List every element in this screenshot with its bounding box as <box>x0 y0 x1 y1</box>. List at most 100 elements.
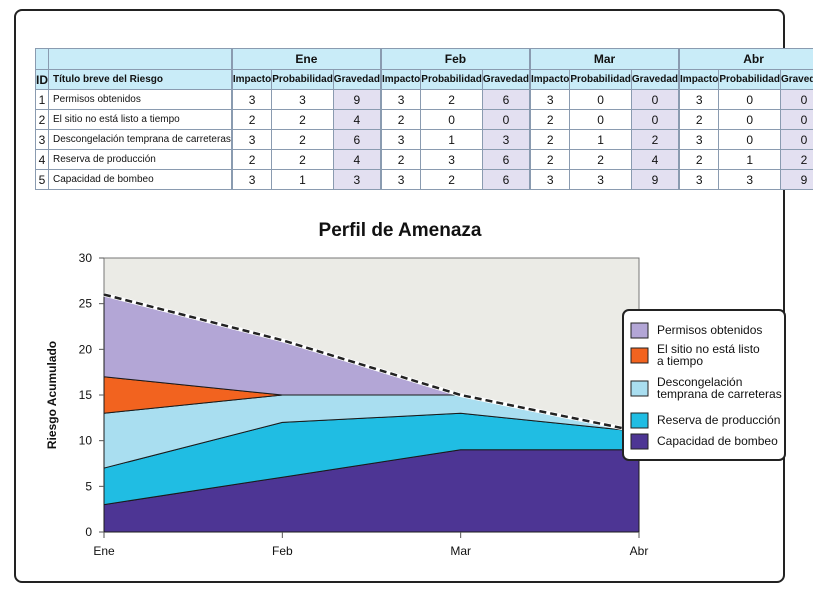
total-risk-line <box>103 293 640 433</box>
probability-cell: 2 <box>420 89 483 110</box>
severity-cell: 3 <box>332 169 382 190</box>
risk-title-cell: El sitio no está listo a tiempo <box>47 109 233 130</box>
impact-cell: 3 <box>379 89 422 110</box>
table-row: 3 Descongelación temprana de carreteras 3 2… <box>35 129 813 150</box>
severity-cell: 0 <box>630 89 680 110</box>
probability-cell: 0 <box>718 109 781 130</box>
legend-swatch <box>630 433 649 450</box>
severity-cell: 2 <box>779 149 813 170</box>
x-tick-label: Feb <box>272 544 293 558</box>
severity-cell: 4 <box>630 149 680 170</box>
severity-header: Gravedad <box>779 69 813 90</box>
probability-cell: 3 <box>569 169 632 190</box>
risk-table: Ene Feb Mar Abr ID Título breve del Ries… <box>35 48 813 190</box>
figure-frame <box>14 9 785 583</box>
legend-swatch <box>630 347 649 364</box>
impact-cell: 3 <box>230 129 273 150</box>
x-tick-label: Mar <box>450 544 471 558</box>
severity-cell: 6 <box>481 89 531 110</box>
legend-label: a tiempo <box>657 354 703 368</box>
month-header: Abr <box>678 48 813 70</box>
impact-cell: 3 <box>678 89 720 110</box>
impact-cell: 2 <box>528 149 571 170</box>
month-header: Ene <box>230 48 382 70</box>
probability-header: Probabilidad <box>271 69 334 90</box>
y-axis-label: Riesgo Acumulado <box>45 341 59 449</box>
probability-cell: 0 <box>569 89 632 110</box>
legend-label: Descongelación <box>657 375 742 389</box>
impact-cell: 3 <box>678 169 720 190</box>
x-tick-label: Ene <box>93 544 115 558</box>
probability-cell: 0 <box>718 129 781 150</box>
impact-cell: 3 <box>528 89 571 110</box>
risk-title-cell: Capacidad de bombeo <box>47 169 233 190</box>
impact-cell: 2 <box>678 149 720 170</box>
probability-header: Probabilidad <box>569 69 632 90</box>
probability-cell: 0 <box>420 109 483 130</box>
probability-cell: 2 <box>271 109 334 130</box>
legend-box <box>622 309 786 461</box>
impact-header: Impacto <box>678 69 720 90</box>
probability-header: Probabilidad <box>718 69 781 90</box>
y-tick-label: 25 <box>79 297 93 311</box>
legend-swatch <box>630 412 649 429</box>
impact-cell: 3 <box>379 169 422 190</box>
plot-area: 0 5 10 15 20 25 30 Ene Feb Mar Abr <box>79 251 649 558</box>
legend-label: temprana de carreteras <box>657 387 782 401</box>
impact-header: Impacto <box>528 69 571 90</box>
probability-cell: 3 <box>271 89 334 110</box>
impact-cell: 2 <box>528 129 571 150</box>
probability-cell: 1 <box>569 129 632 150</box>
probability-cell: 3 <box>718 169 781 190</box>
y-tick-label: 15 <box>79 388 93 402</box>
severity-cell: 4 <box>332 149 382 170</box>
y-tick-label: 5 <box>85 479 92 493</box>
impact-cell: 2 <box>379 109 422 130</box>
impact-cell: 2 <box>678 109 720 130</box>
impact-cell: 2 <box>230 149 273 170</box>
legend-label: Reserva de producción <box>657 413 780 427</box>
probability-cell: 3 <box>420 149 483 170</box>
probability-cell: 2 <box>420 169 483 190</box>
probability-cell: 1 <box>718 149 781 170</box>
month-header: Feb <box>379 48 531 70</box>
legend-label: El sitio no está listo <box>657 342 760 356</box>
probability-cell: 0 <box>569 109 632 130</box>
probability-cell: 2 <box>271 129 334 150</box>
table-row: 4 Reserva de producción 2 2 4 2 3 6 2 2 4 2 1 2 <box>35 149 813 170</box>
legend: Permisos obtenidos El sitio no está listo… <box>622 309 786 461</box>
risk-title-cell: Permisos obtenidos <box>47 89 233 110</box>
month-header-row: Ene Feb Mar Abr <box>35 48 813 70</box>
impact-cell: 2 <box>230 109 273 130</box>
severity-cell: 9 <box>630 169 680 190</box>
probability-cell: 2 <box>569 149 632 170</box>
probability-cell: 1 <box>271 169 334 190</box>
impact-cell: 3 <box>230 169 273 190</box>
risk-title-cell: Reserva de producción <box>47 149 233 170</box>
title-header: Título breve del Riesgo <box>47 69 233 90</box>
chart-title: Perfil de Amenaza <box>319 220 482 241</box>
risk-id-cell: 2 <box>35 109 49 130</box>
severity-header: Gravedad <box>332 69 382 90</box>
severity-cell: 0 <box>630 109 680 130</box>
probability-cell: 1 <box>420 129 483 150</box>
severity-cell: 3 <box>481 129 531 150</box>
severity-cell: 0 <box>779 89 813 110</box>
legend-swatch <box>630 380 649 397</box>
y-tick-label: 0 <box>85 525 92 539</box>
probability-header: Probabilidad <box>420 69 483 90</box>
severity-cell: 9 <box>779 169 813 190</box>
risk-id-cell: 3 <box>35 129 49 150</box>
table-row: 2 El sitio no está listo a tiempo 2 2 4 2 0 0 2 0… <box>35 109 813 130</box>
impact-cell: 3 <box>528 169 571 190</box>
y-tick-label: 10 <box>79 434 93 448</box>
impact-cell: 2 <box>528 109 571 130</box>
risk-id-cell: 5 <box>35 169 49 190</box>
legend-label: Permisos obtenidos <box>657 323 762 337</box>
legend-label: Capacidad de bombeo <box>657 434 778 448</box>
probability-cell: 2 <box>271 149 334 170</box>
risk-table-body: 1 Permisos obtenidos 3 3 9 3 2 6 3 0 0 3 0 0 2 El sitio… <box>35 89 813 190</box>
month-header: Mar <box>528 48 680 70</box>
impact-cell: 3 <box>678 129 720 150</box>
